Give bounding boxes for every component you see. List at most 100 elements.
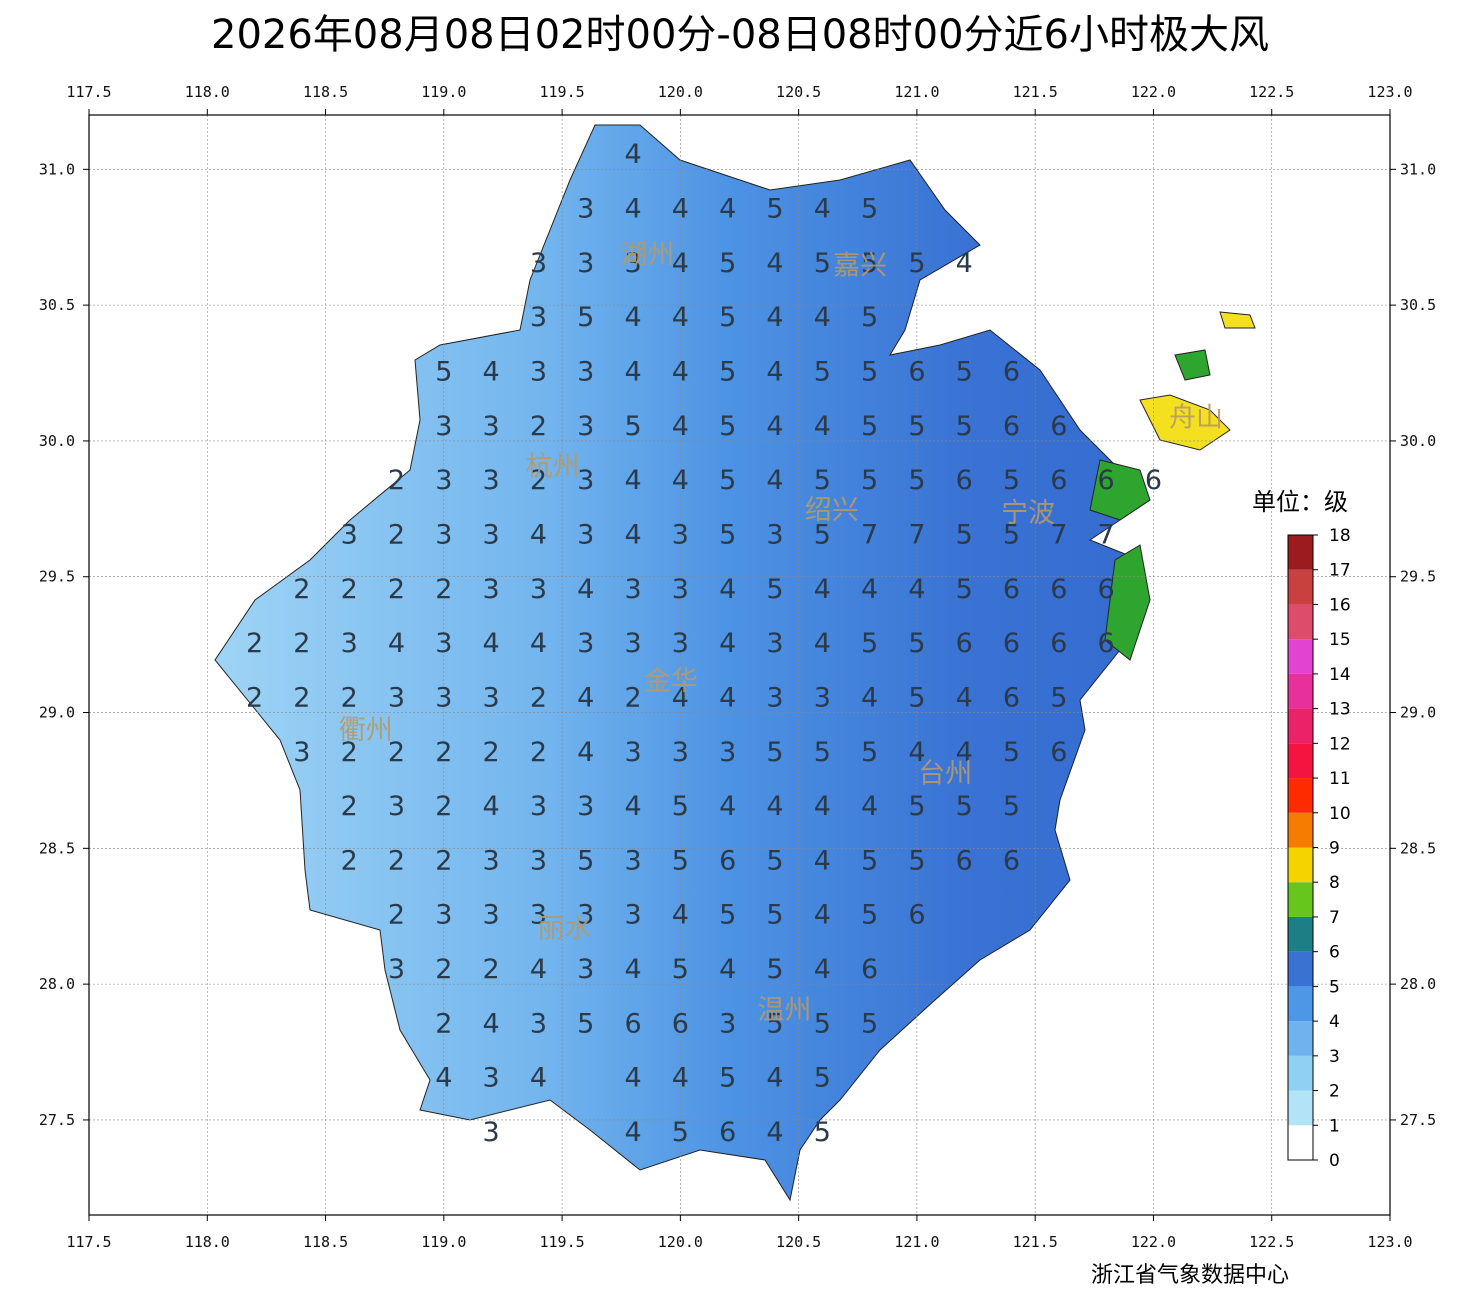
wind-value: 4 — [577, 737, 594, 768]
wind-value: 5 — [861, 1008, 878, 1039]
wind-value: 3 — [530, 302, 547, 333]
wind-value: 5 — [814, 1117, 831, 1148]
wind-value: 3 — [341, 519, 358, 550]
wind-value: 5 — [908, 791, 925, 822]
wind-value: 5 — [956, 574, 973, 605]
wind-value: 5 — [1050, 682, 1067, 713]
wind-value: 4 — [672, 411, 689, 442]
wind-value: 6 — [1050, 411, 1067, 442]
wind-value: 5 — [719, 248, 736, 279]
colorbar-label: 18 — [1329, 526, 1351, 546]
wind-value: 5 — [577, 1008, 594, 1039]
wind-value: 4 — [956, 682, 973, 713]
wind-value: 2 — [483, 954, 500, 985]
wind-value: 2 — [530, 737, 547, 768]
map-title: 2026年08月08日02时00分-08日08时00分近6小时极大风 — [211, 12, 1269, 58]
wind-value: 4 — [624, 954, 641, 985]
wind-value: 5 — [814, 1063, 831, 1094]
wind-value: 3 — [341, 628, 358, 659]
island — [1139, 394, 1231, 451]
wind-value: 2 — [435, 791, 452, 822]
colorbar-segment — [1288, 1055, 1313, 1091]
colorbar-label: 8 — [1329, 873, 1340, 893]
colorbar-segment — [1288, 778, 1313, 813]
wind-value: 4 — [814, 900, 831, 931]
wind-value: 4 — [483, 1008, 500, 1039]
wind-value: 3 — [672, 737, 689, 768]
wind-value: 4 — [624, 357, 641, 388]
island — [1089, 459, 1151, 521]
colorbar-segment — [1288, 1021, 1313, 1056]
x-tick-label: 123.0 — [1367, 83, 1412, 101]
city-label: 杭州 — [526, 452, 580, 483]
wind-value: 6 — [1145, 465, 1162, 496]
y-tick-label: 28.0 — [1400, 975, 1436, 993]
wind-value: 7 — [1050, 519, 1067, 550]
colorbar-label: 7 — [1329, 908, 1340, 928]
wind-value: 3 — [530, 791, 547, 822]
colorbar-segment — [1288, 1125, 1313, 1160]
wind-value: 4 — [956, 737, 973, 768]
wind-value: 3 — [577, 519, 594, 550]
x-tick-label: 119.5 — [540, 1233, 585, 1251]
wind-value: 6 — [1003, 411, 1020, 442]
wind-value: 5 — [908, 411, 925, 442]
city-label: 宁波 — [1001, 498, 1055, 529]
map-frame — [88, 114, 1391, 1216]
wind-value: 5 — [1003, 791, 1020, 822]
wind-value: 6 — [1098, 465, 1115, 496]
wind-value: 3 — [388, 791, 405, 822]
wind-value: 4 — [530, 519, 547, 550]
wind-value: 4 — [672, 682, 689, 713]
colorbar-label: 10 — [1329, 804, 1351, 824]
wind-value: 2 — [435, 1008, 452, 1039]
wind-value: 4 — [672, 900, 689, 931]
colorbar-label: 5 — [1329, 977, 1340, 997]
wind-value: 3 — [483, 574, 500, 605]
wind-value: 5 — [861, 465, 878, 496]
wind-value: 5 — [956, 791, 973, 822]
wind-value: 5 — [861, 845, 878, 876]
wind-value: 5 — [719, 900, 736, 931]
wind-value: 4 — [672, 1063, 689, 1094]
wind-value: 4 — [956, 248, 973, 279]
wind-value: 7 — [1098, 519, 1115, 550]
wind-value: 5 — [766, 194, 783, 225]
wind-value: 4 — [672, 465, 689, 496]
wind-value: 4 — [861, 682, 878, 713]
colorbar-label: 2 — [1329, 1082, 1340, 1102]
wind-value: 4 — [388, 628, 405, 659]
wind-value: 5 — [672, 954, 689, 985]
wind-value: 4 — [814, 791, 831, 822]
wind-value: 6 — [672, 1008, 689, 1039]
x-tick-label: 119.0 — [421, 83, 466, 101]
wind-value: 3 — [672, 519, 689, 550]
y-tick-label: 28.5 — [39, 839, 75, 857]
city-label: 绍兴 — [805, 495, 859, 526]
wind-value: 3 — [435, 628, 452, 659]
y-tick-label: 31.0 — [1400, 160, 1436, 178]
wind-value: 5 — [577, 302, 594, 333]
wind-value: 2 — [341, 845, 358, 876]
wind-value: 4 — [719, 194, 736, 225]
wind-value: 3 — [435, 411, 452, 442]
colorbar-label: 16 — [1329, 595, 1351, 615]
wind-value: 5 — [624, 411, 641, 442]
wind-value: 2 — [293, 682, 310, 713]
wind-value: 5 — [672, 791, 689, 822]
x-tick-label: 120.5 — [776, 1233, 821, 1251]
city-label: 丽水 — [537, 913, 591, 944]
wind-value: 4 — [766, 1117, 783, 1148]
wind-value: 4 — [908, 574, 925, 605]
wind-value: 3 — [577, 900, 594, 931]
wind-value: 3 — [530, 248, 547, 279]
wind-value: 3 — [435, 682, 452, 713]
colorbar-segment — [1288, 951, 1313, 987]
wind-value: 5 — [861, 248, 878, 279]
wind-value: 3 — [435, 519, 452, 550]
wind-value: 6 — [1003, 357, 1020, 388]
wind-value: 2 — [293, 574, 310, 605]
wind-value: 5 — [956, 357, 973, 388]
wind-value: 5 — [719, 465, 736, 496]
